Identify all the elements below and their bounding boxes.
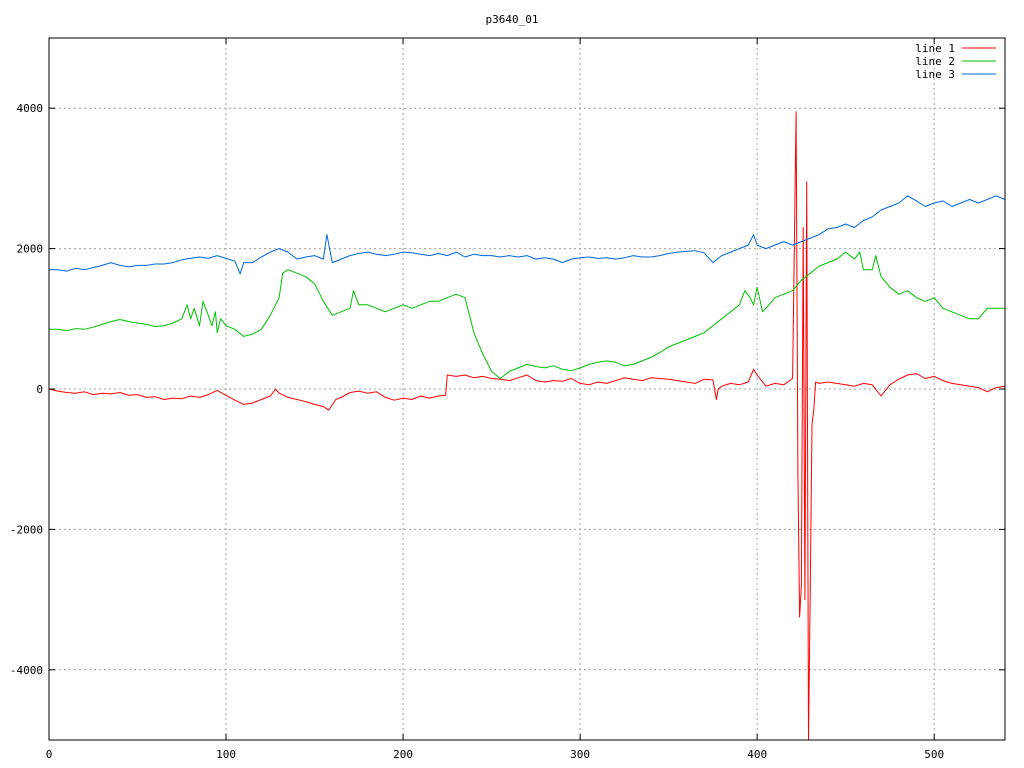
- plot-area-frame: [48, 37, 1006, 741]
- y-tick-label: 2000: [17, 243, 44, 256]
- x-tick-label: 500: [924, 748, 944, 761]
- series-group: [48, 111, 1006, 741]
- x-tick-label: 400: [747, 748, 767, 761]
- x-tick-label: 300: [570, 748, 590, 761]
- grid-lines: [49, 38, 1005, 740]
- y-tick-label: -4000: [10, 664, 43, 677]
- axis-ticks: 0 100 200 300 400 500 -4000 -2000 0 2000 4000: [10, 38, 1005, 761]
- chart-title: p3640_01: [486, 13, 539, 26]
- series-line-2: [49, 251, 1005, 379]
- x-tick-label: 200: [393, 748, 413, 761]
- series-line-3: [49, 195, 1006, 275]
- legend-label-1: line 1: [915, 42, 955, 55]
- x-tick-label: 100: [216, 748, 236, 761]
- y-tick-label: -2000: [10, 523, 43, 536]
- legend-label-3: line 3: [915, 68, 955, 81]
- x-tick-label: 0: [46, 748, 53, 761]
- y-tick-label: 0: [36, 383, 43, 396]
- legend-label-2: line 2: [915, 55, 955, 68]
- y-tick-label: 4000: [17, 102, 44, 115]
- series-line-1: [48, 111, 1006, 741]
